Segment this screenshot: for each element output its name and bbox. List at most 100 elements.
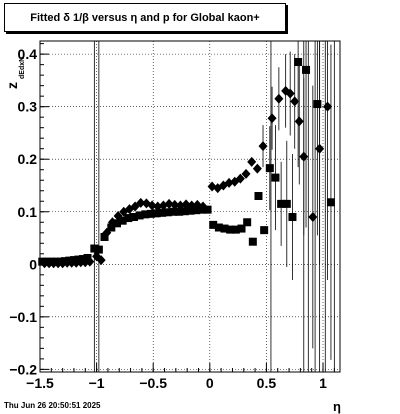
square-marker: [141, 210, 150, 219]
diamond-marker: [315, 143, 325, 154]
x-tick-label: −0.5: [139, 375, 167, 391]
diamond-marker: [102, 227, 112, 238]
x-tick-label: 0: [206, 375, 214, 391]
diamond-marker: [258, 141, 268, 152]
square-marker: [265, 164, 274, 173]
diamond-marker: [323, 101, 333, 112]
square-marker: [248, 237, 257, 246]
square-marker: [288, 213, 297, 222]
diamond-marker: [308, 212, 318, 223]
svg-text:z: z: [4, 82, 20, 89]
square-marker: [294, 58, 303, 67]
square-marker: [169, 207, 178, 216]
timestamp-footer: Thu Jun 26 20:50:51 2025: [4, 401, 101, 410]
y-tick-label: −0.2: [9, 361, 37, 377]
square-marker: [313, 100, 322, 109]
diamond-marker: [198, 201, 208, 212]
diamond-marker: [107, 217, 117, 228]
square-marker: [83, 253, 92, 262]
diamond-marker: [62, 257, 72, 268]
axis-ticks: [39, 43, 335, 372]
diamond-marker: [40, 258, 50, 269]
diamond-marker: [147, 200, 157, 211]
diamond-marker: [53, 258, 63, 269]
square-marker: [260, 226, 269, 235]
square-marker: [175, 207, 184, 216]
x-tick-label: −1: [89, 375, 105, 391]
square-marker: [146, 209, 155, 218]
y-tick-label: 0.2: [18, 151, 38, 167]
diamond-marker: [224, 177, 234, 188]
square-marker: [203, 205, 212, 214]
square-marker: [180, 207, 189, 216]
square-marker: [135, 211, 144, 220]
y-tick-label: 0.4: [18, 46, 38, 62]
diamond-marker: [49, 258, 59, 269]
diamond-marker: [181, 199, 191, 210]
diamond-marker: [119, 206, 129, 217]
square-marker: [282, 199, 291, 208]
square-marker: [243, 218, 252, 227]
square-marker: [302, 65, 311, 74]
x-tick-label: 0.5: [257, 375, 277, 391]
y-tick-label: −0.1: [9, 309, 37, 325]
diamond-marker: [96, 255, 106, 266]
square-marker: [100, 232, 109, 241]
x-tick-label: −1.5: [26, 375, 54, 391]
square-marker: [226, 225, 235, 234]
square-marker: [74, 255, 83, 264]
diamond-marker: [285, 88, 295, 99]
square-marker: [69, 256, 78, 265]
data-points: [38, 58, 335, 269]
x-tick-label: 1: [319, 375, 327, 391]
square-marker: [237, 224, 246, 233]
diamond-marker: [175, 200, 185, 211]
square-marker: [163, 208, 172, 217]
square-marker: [79, 255, 88, 264]
square-marker: [192, 206, 201, 215]
diamond-marker: [164, 198, 174, 209]
x-axis-title: η: [333, 399, 341, 414]
square-marker: [118, 216, 127, 225]
chart-title: Fitted δ 1/β versus η and p for Global k…: [4, 3, 286, 32]
diamond-marker: [153, 201, 163, 212]
square-marker: [277, 199, 286, 208]
diamond-marker: [294, 116, 304, 127]
square-marker: [124, 214, 133, 223]
square-marker: [158, 208, 167, 217]
square-marker: [107, 223, 116, 232]
square-marker: [186, 206, 195, 215]
svg-text:dEdxN: dEdxN: [19, 57, 26, 79]
square-marker: [209, 220, 218, 229]
square-marker: [214, 223, 223, 232]
y-axis-title: z dEdxN: [4, 57, 26, 89]
y-tick-label: 0.1: [18, 204, 38, 220]
diamond-marker: [290, 96, 300, 107]
y-tick-label: 0: [29, 256, 37, 272]
diamond-marker: [85, 256, 95, 267]
diamond-marker: [235, 173, 245, 184]
square-marker: [271, 173, 280, 182]
square-marker: [326, 198, 335, 207]
diamond-marker: [67, 257, 77, 268]
diamond-marker: [299, 151, 309, 162]
diamond-marker: [187, 200, 197, 211]
square-marker: [152, 209, 161, 218]
diamond-marker: [44, 258, 54, 269]
diamond-marker: [252, 163, 262, 174]
tick-labels: −1.5 −1 −0.5 0 0.5 1 −0.2 −0.1 0 0.1 0.2 0.3 0.4: [9, 46, 327, 391]
square-marker: [129, 213, 138, 222]
diamond-marker: [274, 93, 284, 104]
square-marker: [231, 225, 240, 234]
square-marker: [90, 244, 99, 253]
diamond-marker: [241, 168, 251, 179]
diamond-marker: [76, 257, 86, 268]
square-marker: [112, 219, 121, 228]
y-tick-label: 0.3: [18, 99, 38, 115]
diamond-marker: [247, 156, 257, 167]
diamond-marker: [136, 197, 146, 208]
diamond-marker: [267, 113, 277, 124]
diamond-marker: [170, 199, 180, 210]
square-marker: [94, 245, 103, 254]
